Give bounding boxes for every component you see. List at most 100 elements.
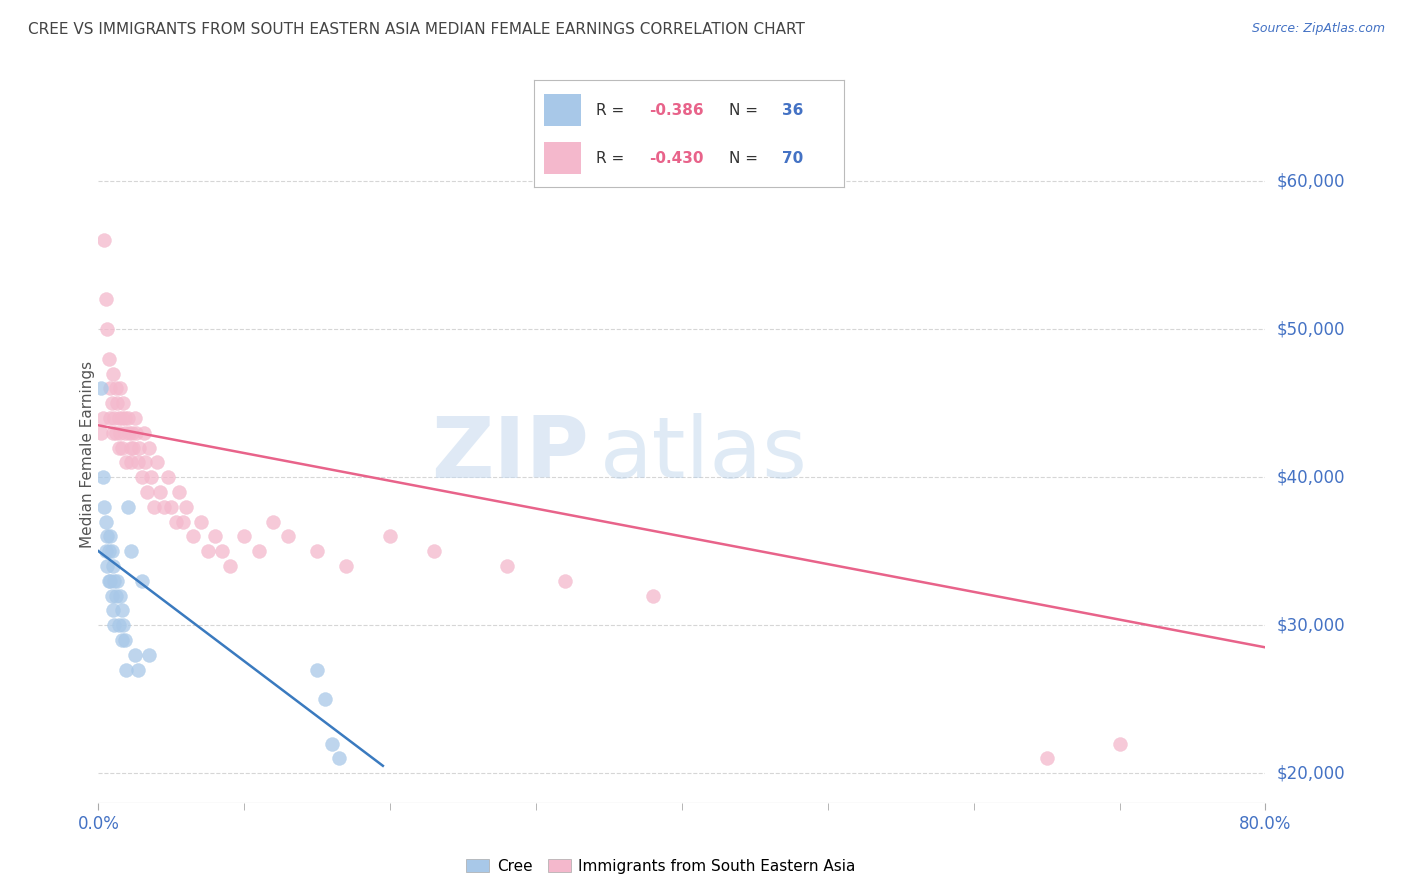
Point (114, 632, 136, 647)
Point (115, 455, 138, 469)
Point (101, 367, 124, 381)
Text: 36: 36 (782, 103, 803, 118)
Y-axis label: Median Female Earnings: Median Female Earnings (80, 361, 94, 549)
Point (134, 455, 156, 469)
Point (190, 515, 212, 529)
Point (307, 663, 329, 677)
Point (93, 233, 115, 247)
Point (94, 293, 117, 307)
Point (104, 381, 127, 395)
Point (135, 484, 157, 499)
Point (90, 381, 112, 395)
Point (247, 544, 270, 558)
Text: N =: N = (730, 103, 763, 118)
Point (127, 455, 149, 469)
Text: $40,000: $40,000 (1277, 468, 1346, 486)
Point (160, 500, 183, 514)
Point (554, 574, 576, 588)
Point (98, 411, 121, 425)
Point (124, 411, 146, 425)
Point (204, 529, 226, 543)
Point (314, 692, 336, 706)
Point (153, 500, 176, 514)
Text: R =: R = (596, 103, 630, 118)
Point (120, 455, 142, 469)
Point (101, 558, 124, 573)
Point (127, 663, 149, 677)
Point (423, 544, 446, 558)
Text: $60,000: $60,000 (1277, 172, 1346, 190)
Point (117, 411, 139, 425)
Text: Source: ZipAtlas.com: Source: ZipAtlas.com (1251, 22, 1385, 36)
Legend: Cree, Immigrants from South Eastern Asia: Cree, Immigrants from South Eastern Asia (460, 853, 862, 880)
Point (1035, 751, 1057, 765)
Point (128, 441, 150, 455)
Point (197, 544, 219, 558)
Point (120, 544, 142, 558)
Point (111, 603, 134, 617)
Point (97, 544, 120, 558)
Point (98, 529, 121, 543)
Point (94, 515, 117, 529)
Point (91, 470, 114, 484)
Point (125, 425, 148, 440)
FancyBboxPatch shape (544, 95, 581, 127)
Point (93, 500, 115, 514)
Text: $30,000: $30,000 (1277, 616, 1346, 634)
Point (139, 470, 162, 484)
Point (157, 470, 180, 484)
Point (262, 515, 284, 529)
Point (495, 558, 517, 573)
Text: CREE VS IMMIGRANTS FROM SOUTH EASTERN ASIA MEDIAN FEMALE EARNINGS CORRELATION CH: CREE VS IMMIGRANTS FROM SOUTH EASTERN AS… (28, 22, 806, 37)
Point (112, 396, 135, 410)
Point (110, 589, 132, 603)
Text: -0.386: -0.386 (648, 103, 703, 118)
Point (110, 381, 132, 395)
Point (97, 351, 120, 366)
Point (112, 618, 135, 632)
Point (181, 529, 204, 543)
Point (104, 425, 127, 440)
Text: 70: 70 (782, 151, 803, 166)
Point (104, 589, 127, 603)
Point (211, 544, 233, 558)
Text: $50,000: $50,000 (1277, 320, 1346, 338)
Point (641, 589, 664, 603)
Point (218, 558, 240, 573)
Text: ZIP: ZIP (430, 413, 589, 497)
Point (108, 618, 131, 632)
Point (111, 632, 134, 647)
Point (165, 515, 187, 529)
Point (103, 618, 125, 632)
Point (122, 441, 145, 455)
Point (111, 411, 134, 425)
FancyBboxPatch shape (544, 143, 581, 175)
Point (120, 441, 142, 455)
Point (114, 411, 136, 425)
Point (98, 574, 121, 588)
Point (101, 425, 124, 440)
Text: $20,000: $20,000 (1277, 764, 1346, 782)
Point (167, 484, 190, 499)
Point (96, 529, 118, 543)
Point (132, 425, 155, 440)
Point (103, 411, 125, 425)
Point (335, 558, 357, 573)
Point (105, 396, 128, 410)
Point (108, 411, 131, 425)
Text: R =: R = (596, 151, 630, 166)
Point (108, 441, 131, 455)
Point (94, 544, 117, 558)
Point (149, 484, 172, 499)
Point (91, 411, 114, 425)
Point (277, 529, 299, 543)
Point (101, 603, 124, 617)
Point (117, 500, 139, 514)
Point (114, 425, 136, 440)
Point (307, 544, 329, 558)
Point (100, 396, 122, 410)
Point (103, 574, 125, 588)
Point (131, 574, 153, 588)
Point (174, 500, 197, 514)
Point (321, 737, 343, 751)
